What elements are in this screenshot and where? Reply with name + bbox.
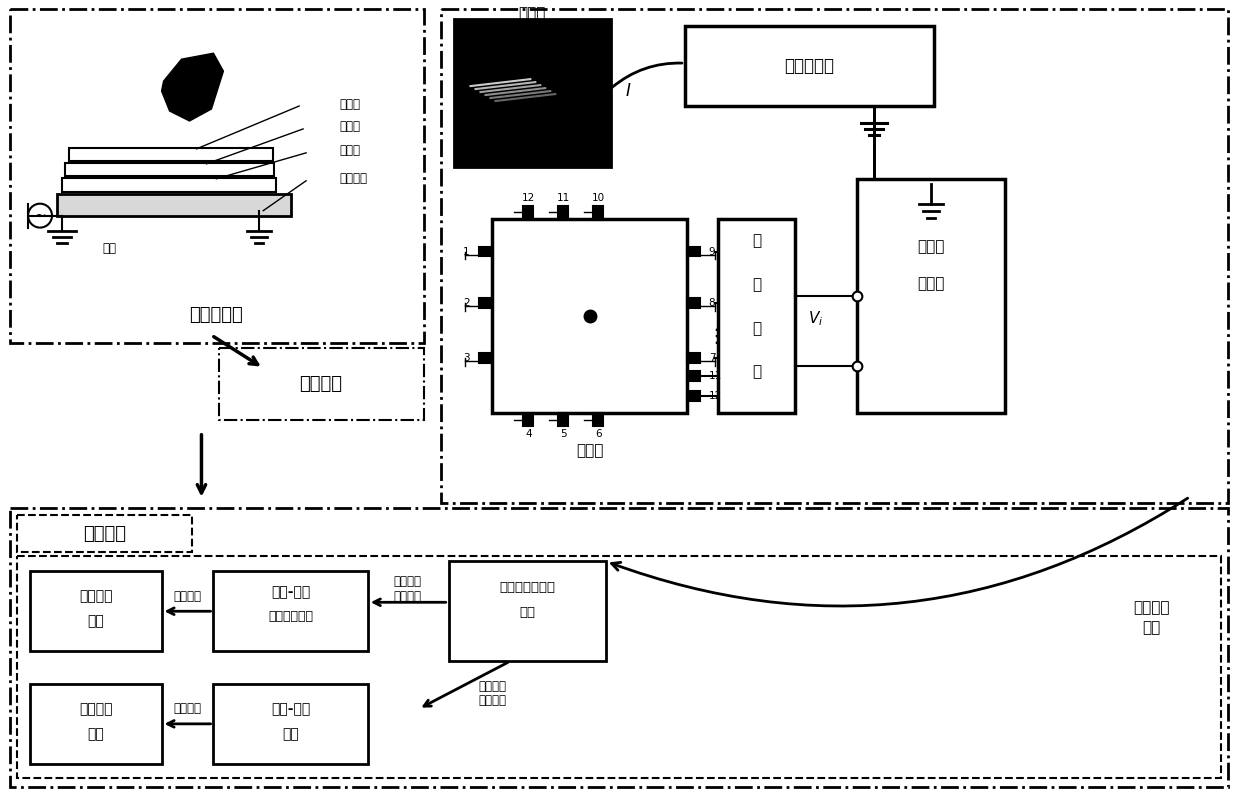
- Bar: [62, 178, 277, 192]
- Bar: [684, 26, 934, 106]
- Text: 12: 12: [522, 192, 534, 203]
- Bar: [64, 163, 274, 176]
- Text: 10: 10: [591, 192, 605, 203]
- Text: 3: 3: [463, 353, 470, 363]
- Bar: [57, 194, 291, 215]
- Bar: [687, 391, 699, 401]
- Text: 电流激励源: 电流激励源: [785, 57, 835, 76]
- Text: 绝缘层: 绝缘层: [339, 121, 360, 134]
- Bar: [213, 572, 368, 651]
- Text: 信号: 信号: [1142, 619, 1161, 634]
- Text: 解耦: 解耦: [520, 606, 536, 619]
- Bar: [219, 348, 424, 420]
- Bar: [480, 298, 492, 308]
- Text: 道: 道: [751, 277, 761, 292]
- Text: 探测层: 探测层: [339, 145, 360, 157]
- Bar: [10, 508, 1228, 786]
- Text: 1: 1: [463, 246, 470, 257]
- Text: 4: 4: [525, 429, 532, 439]
- Text: 通: 通: [751, 233, 761, 248]
- Text: 数据处理: 数据处理: [83, 525, 126, 542]
- Text: 拟合: 拟合: [283, 727, 300, 741]
- Text: 激励层: 激励层: [339, 98, 360, 111]
- Text: 压力位置: 压力位置: [79, 589, 113, 603]
- Polygon shape: [161, 53, 223, 121]
- Text: 2: 2: [463, 298, 470, 308]
- Bar: [213, 684, 368, 764]
- Text: 5: 5: [560, 429, 567, 439]
- Text: 11: 11: [709, 371, 722, 381]
- Text: 测量电极: 测量电极: [339, 173, 367, 185]
- Text: 择: 择: [751, 365, 761, 379]
- Text: ⋮: ⋮: [707, 327, 725, 346]
- Text: 传感器制备: 传感器制备: [190, 306, 243, 324]
- Text: 6: 6: [595, 429, 601, 439]
- Bar: [593, 413, 603, 426]
- Text: 电容相对: 电容相对: [394, 575, 422, 588]
- Text: $I$: $I$: [625, 82, 631, 100]
- Text: 电压信: 电压信: [918, 239, 945, 254]
- Bar: [593, 206, 603, 219]
- Bar: [492, 219, 687, 413]
- Text: 7: 7: [709, 353, 715, 363]
- Bar: [480, 353, 492, 363]
- Bar: [687, 298, 699, 308]
- FancyArrowPatch shape: [611, 498, 1188, 606]
- Text: 变化信息: 变化信息: [479, 695, 506, 708]
- Text: 多频信号的压力: 多频信号的压力: [500, 581, 556, 594]
- Text: 12: 12: [709, 391, 722, 401]
- Text: 信息: 信息: [88, 727, 104, 741]
- Bar: [558, 206, 568, 219]
- Bar: [17, 514, 191, 553]
- Text: 选: 选: [751, 320, 761, 335]
- Text: 11: 11: [557, 192, 570, 203]
- Text: ~: ~: [35, 208, 46, 223]
- Text: 信息: 信息: [88, 615, 104, 628]
- Bar: [558, 413, 568, 426]
- Text: 激励层: 激励层: [518, 6, 546, 21]
- Text: 电压-电势: 电压-电势: [272, 585, 311, 599]
- Text: 探测层: 探测层: [575, 444, 604, 458]
- Bar: [857, 179, 1004, 413]
- Text: 电压-压力: 电压-压力: [272, 702, 311, 716]
- Text: 拟合结果: 拟合结果: [174, 703, 202, 716]
- Bar: [30, 684, 161, 764]
- Bar: [69, 148, 273, 161]
- Text: 映射矩阵成像: 映射矩阵成像: [269, 610, 314, 622]
- Bar: [523, 206, 533, 219]
- Text: 信号采集: 信号采集: [300, 375, 342, 393]
- Text: $V_i$: $V_i$: [807, 309, 823, 328]
- Bar: [480, 246, 492, 257]
- Text: 9: 9: [709, 246, 715, 257]
- Text: 电阻相对: 电阻相对: [479, 681, 506, 693]
- Bar: [687, 371, 699, 381]
- Bar: [17, 556, 1221, 778]
- Text: 变化信息: 变化信息: [394, 590, 422, 603]
- Text: 多频电压: 多频电压: [1133, 599, 1169, 615]
- Text: 电极: 电极: [103, 242, 117, 255]
- Text: 成像结果: 成像结果: [174, 590, 202, 603]
- Text: 8: 8: [709, 298, 715, 308]
- Bar: [30, 572, 161, 651]
- Bar: [718, 219, 795, 413]
- Bar: [454, 19, 611, 167]
- Bar: [440, 10, 1228, 502]
- Text: 号测试: 号测试: [918, 276, 945, 291]
- Text: 压力大小: 压力大小: [79, 702, 113, 716]
- Bar: [449, 561, 606, 661]
- Bar: [10, 10, 424, 343]
- Bar: [687, 353, 699, 363]
- Bar: [523, 413, 533, 426]
- Bar: [687, 246, 699, 257]
